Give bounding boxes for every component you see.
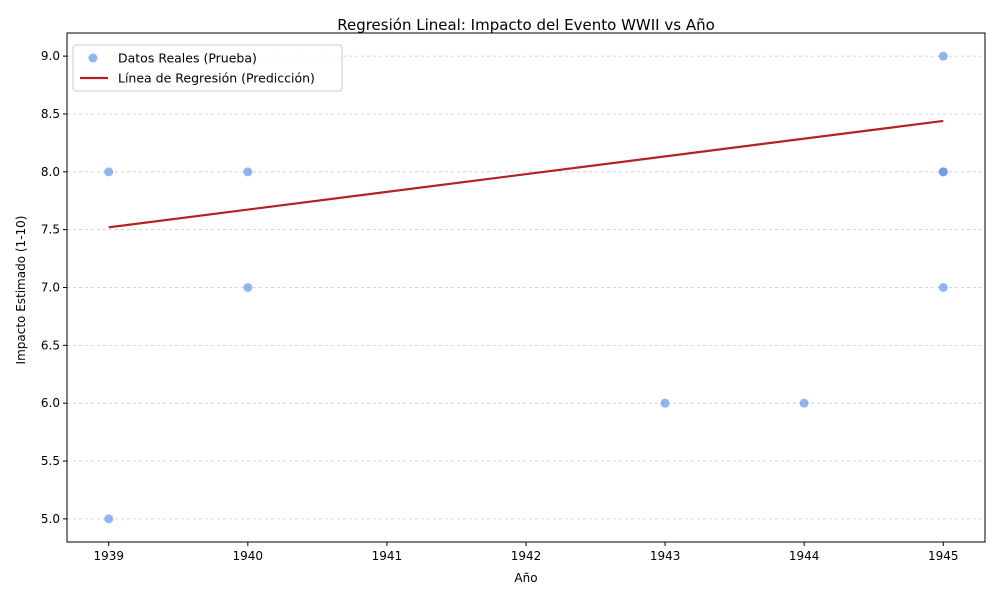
- data-point: [938, 167, 948, 177]
- data-point: [104, 167, 114, 177]
- legend-entry-label: Línea de Regresión (Predicción): [118, 71, 315, 86]
- plot-area: [104, 51, 948, 524]
- y-tick-label: 8.0: [41, 165, 60, 179]
- x-tick-label: 1945: [928, 549, 959, 563]
- x-tick-label: 1943: [650, 549, 681, 563]
- chart-title: Regresión Lineal: Impacto del Evento WWI…: [337, 16, 715, 34]
- y-tick-label: 5.0: [41, 512, 60, 526]
- x-axis-label: Año: [514, 571, 537, 585]
- legend-box: [72, 44, 343, 92]
- axes: 5.0 5.5 6.0 6.5 7.0 7.5 8.0 8.5 9.0 1939 1940 1941 1…: [41, 49, 959, 563]
- x-tick-label: 1944: [789, 549, 820, 563]
- x-tick-label: 1940: [233, 549, 264, 563]
- y-tick-label: 8.5: [41, 107, 60, 121]
- regression-line: [108, 119, 944, 229]
- data-point: [938, 283, 948, 292]
- data-point: [243, 283, 253, 292]
- y-tick-label: 7.0: [41, 281, 60, 295]
- x-tick-label: 1939: [93, 549, 124, 563]
- data-point: [938, 51, 948, 61]
- data-point: [799, 398, 809, 408]
- data-point: [243, 167, 253, 177]
- y-tick-label: 9.0: [41, 49, 60, 63]
- y-tick-label: 6.5: [41, 338, 60, 352]
- y-axis-label: Impacto Estimado (1-10): [14, 216, 28, 365]
- data-point: [104, 514, 114, 524]
- legend-marker-scatter: [88, 53, 98, 63]
- x-tick-label: 1941: [372, 549, 403, 563]
- y-tick-label: 7.5: [41, 223, 60, 237]
- legend: Datos Reales (Prueba) Línea de Regresión …: [72, 44, 343, 92]
- y-tick-label: 5.5: [41, 454, 60, 468]
- y-tick-label: 6.0: [41, 396, 60, 410]
- x-tick-label: 1942: [511, 549, 542, 563]
- legend-entry-label: Datos Reales (Prueba): [118, 51, 257, 66]
- data-point: [660, 398, 670, 408]
